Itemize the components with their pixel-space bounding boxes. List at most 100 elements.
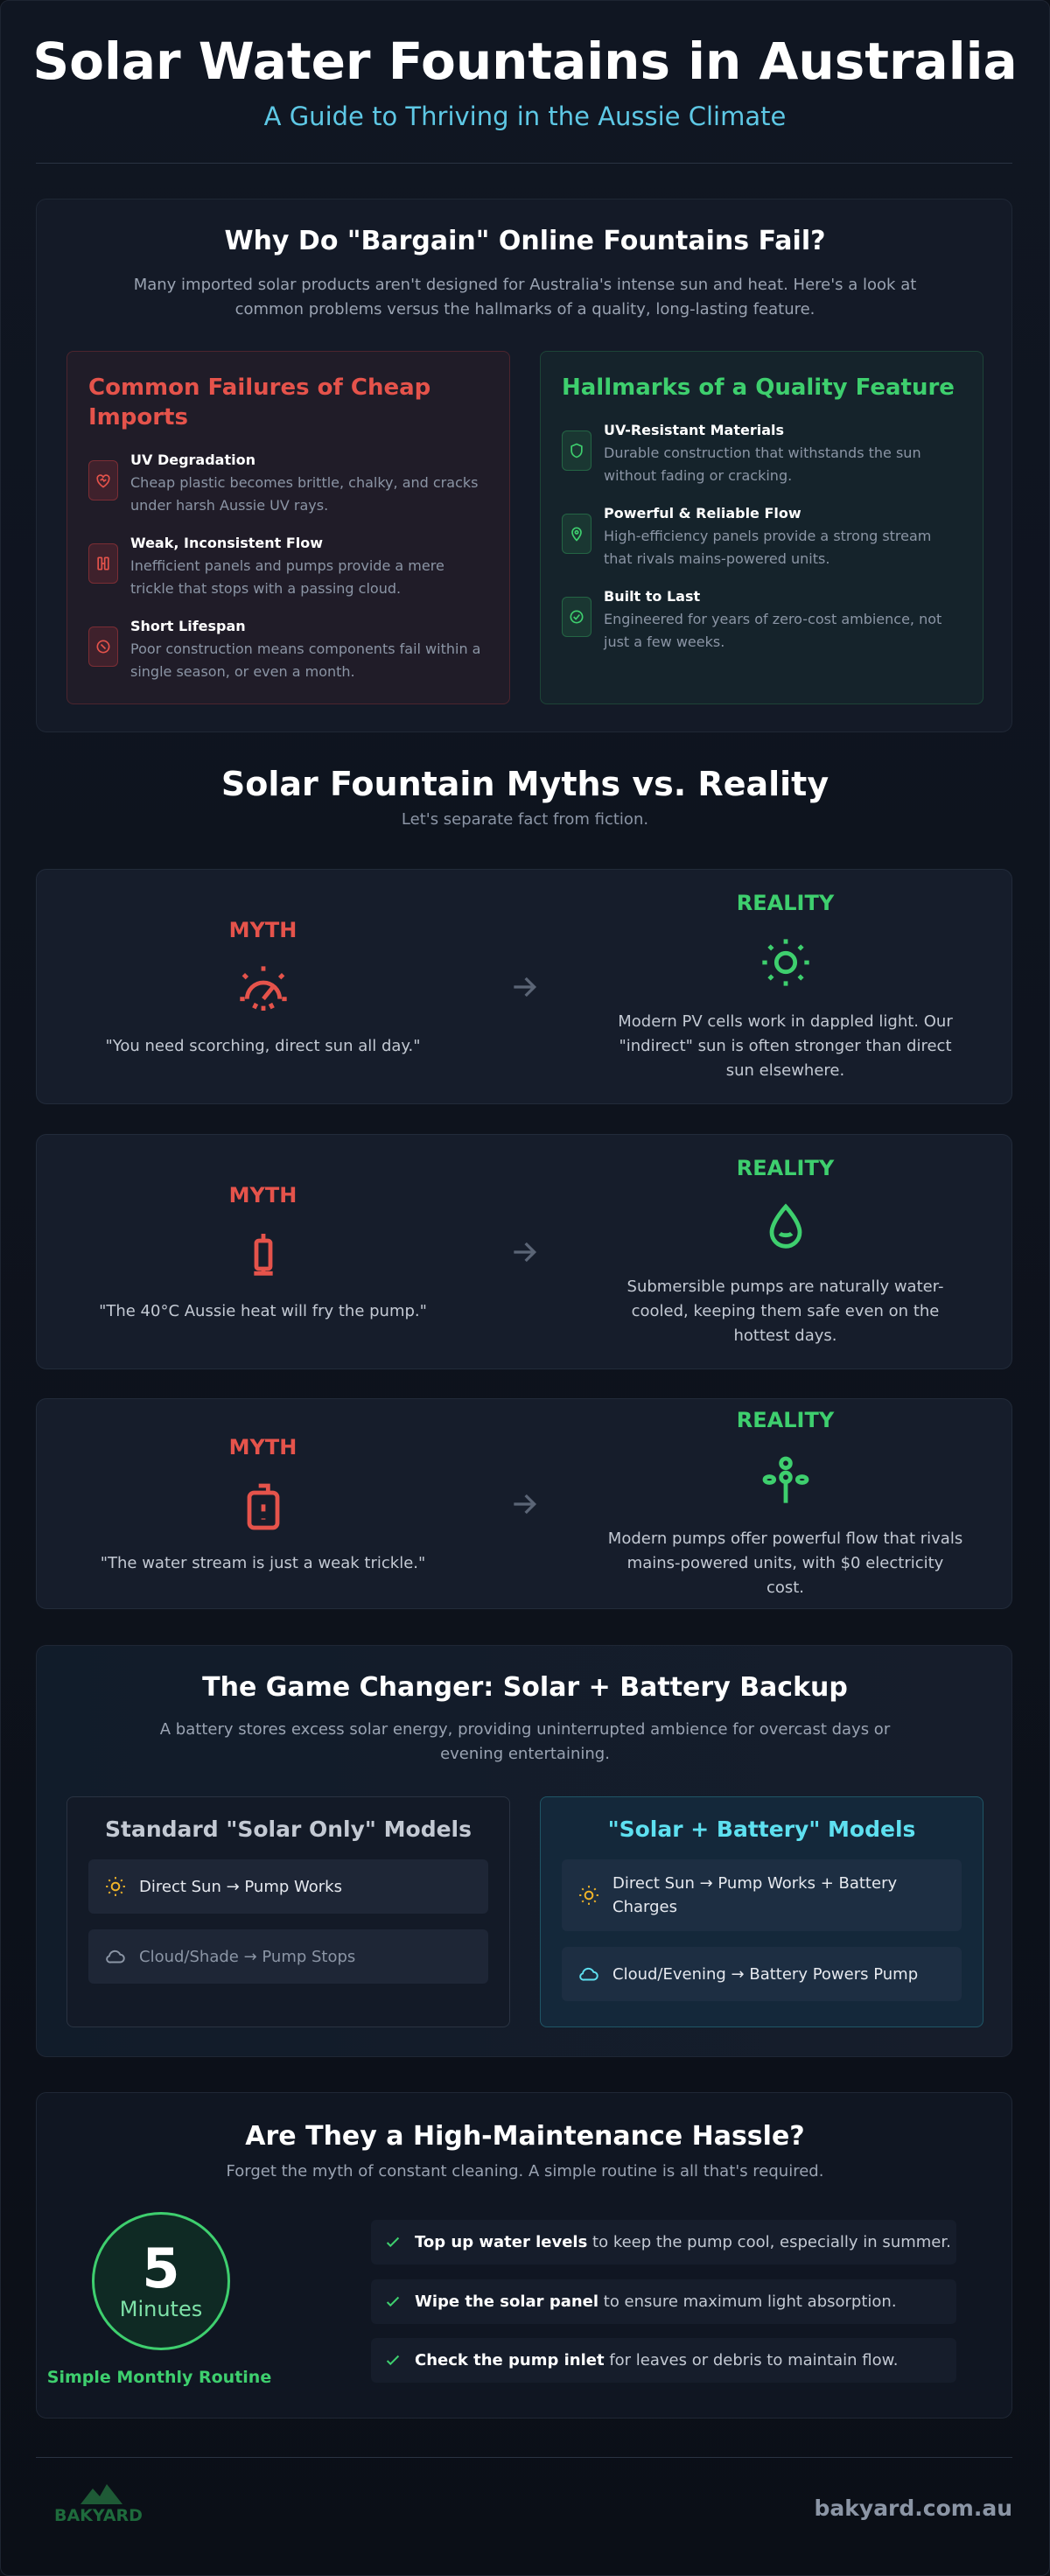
task-bold: Top up water levels (415, 2233, 588, 2251)
row-text: Cloud/Evening → Battery Powers Pump (612, 1964, 919, 1984)
section-subtitle: Forget the myth of constant cleaning. A … (226, 2162, 824, 2180)
section-intro: A battery stores excess solar energy, pr… (159, 1720, 891, 1763)
item-title: Built to Last (604, 588, 701, 605)
icon (562, 430, 592, 471)
row: Direct Sun → Pump Works + Battery Charge… (562, 1859, 962, 1931)
arrow (489, 970, 559, 1004)
hallmark-item: Built to Last Engineered for years of zer… (562, 588, 962, 654)
row: Cloud/Shade → Pump Stops (88, 1929, 488, 1984)
hallmark-item: Powerful & Reliable Flow High-efficiency … (562, 505, 962, 570)
myth-column: MYTH "The water stream is just a weak tr… (37, 1435, 489, 1572)
row: Cloud/Evening → Battery Powers Pump (562, 1947, 962, 2001)
icon (562, 597, 592, 637)
reality-text: Submersible pumps are naturally water-co… (626, 1277, 944, 1345)
myth-card: MYTH "The water stream is just a weak tr… (36, 1398, 1012, 1609)
item-text: Durable construction that withstands the… (604, 444, 921, 484)
why-section: Why Do "Bargain" Online Fountains Fail? … (36, 199, 1012, 732)
failure-item: Short Lifespan Poor construction means co… (88, 618, 488, 683)
task-rest: to keep the pump cool, especially in sum… (587, 2233, 951, 2251)
standard-card: Standard "Solar Only" Models Direct Sun … (66, 1796, 510, 2027)
arrow (489, 1487, 559, 1522)
reality-column: REALITY Modern PV cells work in dappled … (559, 891, 1012, 1083)
reality-label: REALITY (736, 1407, 835, 1432)
section-intro: Many imported solar products aren't desi… (133, 276, 917, 318)
row-text: Direct Sun → Pump Works (139, 1877, 342, 1896)
battery-card: "Solar + Battery" Models Direct Sun → Pu… (540, 1796, 984, 2027)
icon (562, 514, 592, 554)
myth-column: MYTH "The 40°C Aussie heat will fry the … (37, 1183, 489, 1320)
failures-card: Common Failures of Cheap Imports UV Degr… (66, 351, 510, 704)
myth-icon (239, 966, 287, 1011)
myth-column: MYTH "You need scorching, direct sun all… (37, 918, 489, 1055)
row-text: Cloud/Shade → Pump Stops (139, 1947, 356, 1966)
myth-text: "You need scorching, direct sun all day.… (105, 1037, 421, 1055)
task-text: Check the pump inlet for leaves or debri… (415, 2351, 898, 2370)
item-title: Powerful & Reliable Flow (604, 505, 802, 522)
task-rest: to ensure maximum light absorption. (598, 2292, 897, 2311)
reality-text: Modern pumps offer powerful flow that ri… (607, 1529, 963, 1597)
icon (88, 460, 118, 500)
divider (36, 163, 1012, 164)
myth-icon (247, 1483, 279, 1530)
card-title: "Solar + Battery" Models (607, 1816, 916, 1842)
reality-label: REALITY (736, 1155, 835, 1180)
section-title: Are They a High-Maintenance Hassle? (245, 2121, 805, 2152)
arrow (489, 1235, 559, 1270)
reality-text: Modern PV cells work in dappled light. O… (618, 1012, 953, 1080)
task-text: Top up water levels to keep the pump coo… (415, 2233, 951, 2251)
task-bold: Check the pump inlet (415, 2351, 605, 2370)
task: Wipe the solar panel to ensure maximum l… (371, 2279, 956, 2324)
myth-card: MYTH "You need scorching, direct sun all… (36, 869, 1012, 1104)
item-text: High-efficiency panels provide a strong … (604, 528, 932, 567)
item-text: Inefficient panels and pumps provide a m… (130, 557, 444, 597)
page-title: Solar Water Fountains in Australia (32, 32, 1018, 91)
reality-icon (769, 1202, 802, 1249)
task-rest: for leaves or debris to maintain flow. (604, 2351, 899, 2370)
icon (88, 626, 118, 667)
item-text: Engineered for years of zero-cost ambien… (604, 611, 942, 650)
task: Top up water levels to keep the pump coo… (371, 2220, 956, 2264)
myth-label: MYTH (228, 1183, 298, 1208)
hallmarks-card: Hallmarks of a Quality Feature UV-Resist… (540, 351, 984, 704)
reality-label: REALITY (736, 890, 835, 915)
reality-column: REALITY Modern pumps offer powerful flow… (559, 1408, 1012, 1600)
footer-url[interactable]: bakyard.com.au (814, 2496, 1013, 2521)
myth-card: MYTH "The 40°C Aussie heat will fry the … (36, 1134, 1012, 1369)
card-title: Standard "Solar Only" Models (105, 1816, 472, 1842)
item-text: Cheap plastic becomes brittle, chalky, a… (130, 474, 479, 514)
myth-label: MYTH (228, 918, 298, 942)
myths-subtitle: Let's separate fact from fiction. (401, 810, 649, 829)
divider (36, 2457, 1012, 2458)
myth-icon (253, 1234, 273, 1276)
battery-section: The Game Changer: Solar + Battery Backup… (36, 1645, 1012, 2057)
badge-number: 5 (142, 2236, 180, 2300)
reality-icon (762, 1456, 808, 1503)
reality-icon (761, 938, 809, 986)
task: Check the pump inlet for leaves or debri… (371, 2338, 956, 2383)
item-title: Short Lifespan (130, 618, 246, 634)
card-title: Common Failures of Cheap Imports (88, 374, 431, 430)
myth-text: "The water stream is just a weak trickle… (100, 1554, 426, 1572)
section-title: The Game Changer: Solar + Battery Backup (202, 1672, 848, 1703)
task-bold: Wipe the solar panel (415, 2292, 599, 2311)
logo-mark (80, 2484, 122, 2504)
badge-caption: Simple Monthly Routine (46, 2368, 272, 2387)
item-title: UV Degradation (130, 452, 256, 468)
myth-label: MYTH (228, 1435, 298, 1460)
icon (88, 543, 118, 584)
task-text: Wipe the solar panel to ensure maximum l… (415, 2292, 897, 2311)
logo-text[interactable]: BAKYARD (54, 2506, 143, 2525)
page-subtitle: A Guide to Thriving in the Aussie Climat… (263, 102, 787, 131)
row-text: Direct Sun → Pump Works + Battery Charge… (612, 1874, 898, 1916)
reality-column: REALITY Submersible pumps are naturally … (559, 1156, 1012, 1348)
failure-item: UV Degradation Cheap plastic becomes brit… (88, 452, 488, 517)
item-title: Weak, Inconsistent Flow (130, 535, 324, 551)
badge: 5 Minutes (92, 2212, 230, 2350)
myth-text: "The 40°C Aussie heat will fry the pump.… (99, 1302, 427, 1320)
row: Direct Sun → Pump Works (88, 1859, 488, 1914)
myths-title: Solar Fountain Myths vs. Reality (220, 765, 830, 803)
item-title: UV-Resistant Materials (604, 422, 785, 438)
badge-unit: Minutes (119, 2297, 203, 2321)
